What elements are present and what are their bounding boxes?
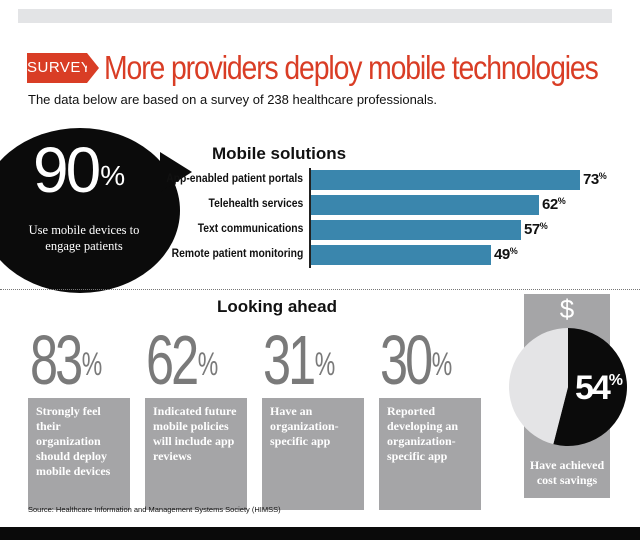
looking-ahead-card: Indicated future mobile policies will in… <box>145 398 247 510</box>
section-divider <box>0 289 640 290</box>
looking-ahead-card: Reported developing an organization-spec… <box>379 398 481 510</box>
pie-value-label: 54% <box>575 369 623 407</box>
bar-label: App-enabled patient portals <box>166 173 303 185</box>
pie-slice-other <box>508 328 568 445</box>
callout-value: 90% <box>33 134 125 206</box>
chart-axis <box>309 168 311 268</box>
bar-value-label: 57% <box>524 221 548 238</box>
looking-ahead-title: Looking ahead <box>217 297 337 316</box>
looking-ahead-text: Have an organization-specific app <box>270 404 339 448</box>
looking-ahead-card: Have an organization-specific app <box>262 398 364 510</box>
bar <box>310 220 521 240</box>
top-rule <box>18 9 612 23</box>
bar <box>310 170 580 190</box>
cost-savings-text: Have achieved cost savings <box>529 458 605 487</box>
looking-ahead-value: 31% <box>263 321 335 399</box>
bottom-rule <box>0 527 640 540</box>
callout-circle <box>0 128 180 293</box>
badge-arrow <box>87 53 99 83</box>
dollar-icon: $ <box>559 294 575 324</box>
bar-value-label: 62% <box>542 196 566 213</box>
bar-label: Telehealth services <box>208 198 303 210</box>
bar-label: Remote patient monitoring <box>171 248 303 260</box>
page-subtitle: The data below are based on a survey of … <box>28 92 438 107</box>
looking-ahead-value: 62% <box>146 321 218 399</box>
callout-pointer <box>160 152 192 192</box>
looking-ahead-value: 30% <box>380 321 452 399</box>
bar-value-label: 49% <box>494 246 518 263</box>
callout-text: Use mobile devices to engage patients <box>28 223 140 253</box>
cost-savings-pie: 54% <box>508 328 627 446</box>
pie-slice-cost-savings <box>553 328 627 446</box>
survey-badge: SURVEY <box>27 53 91 83</box>
bar-label: Text communications <box>197 223 303 235</box>
bar-value-label: 73% <box>583 171 607 188</box>
looking-ahead-value: 83% <box>30 321 102 399</box>
looking-ahead-text: Reported developing an organization-spec… <box>387 404 459 463</box>
mobile-solutions-title: Mobile solutions <box>212 144 347 163</box>
source-note: Source: Healthcare Information and Manag… <box>28 505 281 514</box>
looking-ahead-card: Strongly feel their organization should … <box>28 398 130 510</box>
looking-ahead-text: Strongly feel their organization should … <box>36 404 111 478</box>
page-title: More providers deploy mobile technologie… <box>104 49 599 86</box>
looking-ahead-text: Indicated future mobile policies will in… <box>153 404 237 463</box>
bar <box>310 195 539 215</box>
bar <box>310 245 491 265</box>
